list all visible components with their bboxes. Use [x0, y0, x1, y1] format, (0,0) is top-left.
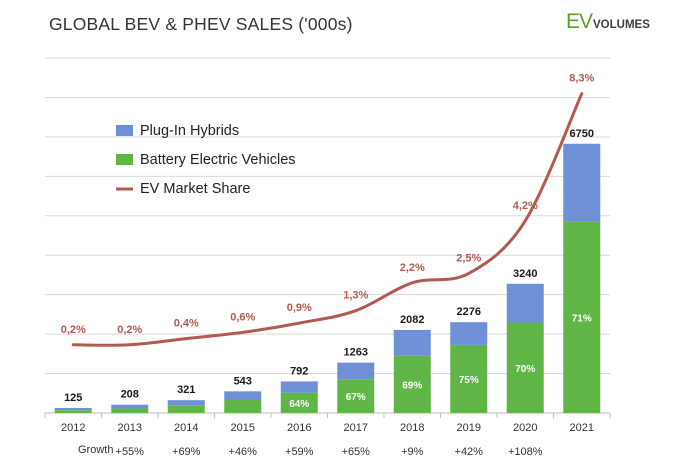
bar-phev — [167, 400, 205, 406]
bar-bev — [563, 221, 601, 413]
market-share-label: 0,2% — [117, 324, 142, 336]
total-label: 3240 — [513, 268, 537, 280]
brand-volumes: VOLUMES — [593, 19, 650, 31]
market-share-label: 0,9% — [287, 302, 312, 314]
total-label: 125 — [64, 392, 82, 404]
total-label: 2276 — [457, 306, 481, 318]
bev-share-label: 70% — [515, 364, 535, 375]
total-label: 543 — [234, 375, 252, 387]
bar-bev — [224, 400, 262, 413]
x-tick-label: 2012 — [61, 422, 85, 434]
bar-bev — [450, 344, 488, 413]
bar-bev — [393, 355, 431, 413]
x-tick-label: 2013 — [118, 422, 142, 434]
x-tick-label: 2020 — [513, 422, 537, 434]
bar-phev — [111, 404, 149, 409]
bev-share-label: 75% — [459, 375, 479, 386]
total-label: 208 — [121, 389, 139, 401]
total-label: 321 — [177, 384, 195, 396]
market-share-line — [71, 92, 584, 347]
x-tick-label: 2016 — [287, 422, 311, 434]
market-share-label: 1,3% — [343, 290, 368, 302]
bar-phev — [563, 143, 601, 222]
legend-swatch — [116, 125, 133, 136]
legend-label: EV Market Share — [140, 181, 250, 197]
legend-label: Plug-In Hybrids — [140, 123, 239, 139]
bar-phev — [393, 329, 431, 356]
bar-bev — [280, 392, 318, 413]
x-tick-label: 2019 — [457, 422, 481, 434]
market-share-label: 2,2% — [400, 262, 425, 274]
growth-value: +46% — [229, 446, 258, 458]
chart-title: GLOBAL BEV & PHEV SALES ('000s) — [49, 14, 353, 34]
bar-bev — [506, 322, 544, 413]
bar-bev — [54, 410, 92, 413]
growth-value: +108% — [508, 446, 543, 458]
market-share-label: 0,4% — [174, 318, 199, 330]
growth-value: +69% — [172, 446, 201, 458]
bar-bev — [337, 379, 375, 413]
growth-label: Growth — [78, 444, 113, 456]
legend-label: Battery Electric Vehicles — [140, 152, 296, 168]
bar-bev — [111, 408, 149, 413]
bev-share-label: 64% — [289, 399, 309, 410]
growth-value: +55% — [116, 446, 145, 458]
bev-share-label: 71% — [572, 313, 592, 324]
brand-ev: EV — [566, 10, 593, 33]
bar-phev — [280, 381, 318, 393]
bev-share-label: 69% — [402, 380, 422, 391]
market-share-label: 0,2% — [61, 324, 86, 336]
total-label: 792 — [290, 365, 308, 377]
bev-share-label: 67% — [346, 392, 366, 403]
market-share-label: 2,5% — [456, 252, 481, 264]
growth-value: +59% — [285, 446, 314, 458]
legend-swatch — [116, 154, 133, 165]
market-share-label: 0,6% — [230, 311, 255, 323]
total-label: 1263 — [344, 347, 368, 359]
bar-phev — [450, 322, 488, 345]
bar-phev — [506, 283, 544, 323]
bar-bev — [167, 405, 205, 413]
x-tick-label: 2015 — [231, 422, 255, 434]
total-label: 6750 — [570, 128, 594, 140]
growth-value: +9% — [401, 446, 424, 458]
growth-value: +42% — [455, 446, 484, 458]
market-share-label: 8,3% — [569, 73, 594, 85]
bar-phev — [224, 391, 262, 401]
total-label: 2082 — [400, 314, 424, 326]
ev-volumes-logo: EVVOLUMES — [566, 10, 650, 34]
x-tick-label: 2021 — [570, 422, 594, 434]
bar-phev — [337, 362, 375, 380]
x-tick-label: 2017 — [344, 422, 368, 434]
market-share-label: 4,2% — [513, 200, 538, 212]
x-tick-label: 2018 — [400, 422, 424, 434]
growth-value: +65% — [342, 446, 371, 458]
bar-phev — [54, 408, 92, 411]
x-tick-label: 2014 — [174, 422, 198, 434]
